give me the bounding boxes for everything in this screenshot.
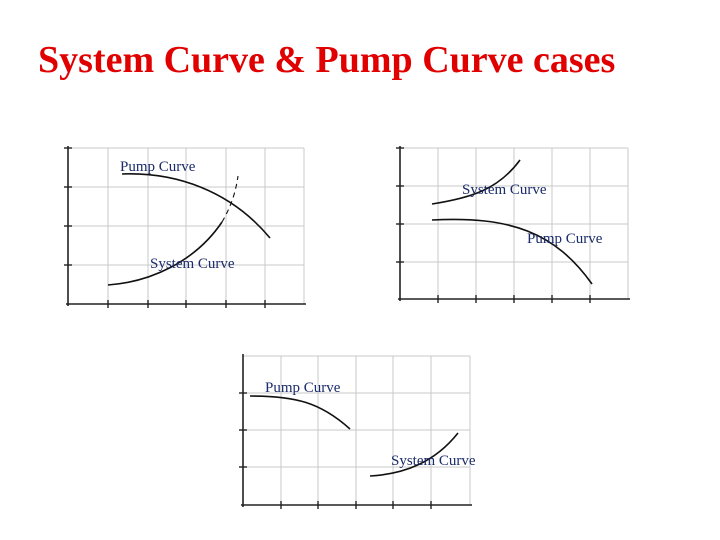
graph-1-system-label: System Curve bbox=[150, 256, 235, 272]
graph-2-pump-label: Pump Curve bbox=[527, 231, 603, 247]
graph-1-axes bbox=[64, 146, 306, 308]
graph-1-pump-curve bbox=[121, 173, 271, 239]
graph-1-grid bbox=[68, 147, 305, 304]
graph-2-grid bbox=[400, 147, 629, 299]
graph-3-system-label: System Curve bbox=[391, 453, 476, 469]
slide-title: System Curve & Pump Curve cases bbox=[38, 39, 616, 81]
graph-3-axes bbox=[239, 354, 472, 509]
graph-3-system-curve bbox=[369, 432, 459, 477]
graph-1-pump-label: Pump Curve bbox=[120, 159, 196, 175]
graph-2-pump-curve bbox=[431, 218, 593, 285]
graph-1-system-curve-dashed bbox=[221, 175, 239, 223]
graph-3-grid bbox=[243, 355, 471, 505]
graph-2-system-curve bbox=[431, 159, 521, 205]
graph-3-pump-label: Pump Curve bbox=[265, 380, 341, 396]
graph-3-pump-curve bbox=[249, 395, 351, 430]
graph-2-axes bbox=[396, 146, 630, 303]
graph-2-system-label: System Curve bbox=[462, 182, 547, 198]
graph-1-system-curve bbox=[107, 221, 223, 286]
